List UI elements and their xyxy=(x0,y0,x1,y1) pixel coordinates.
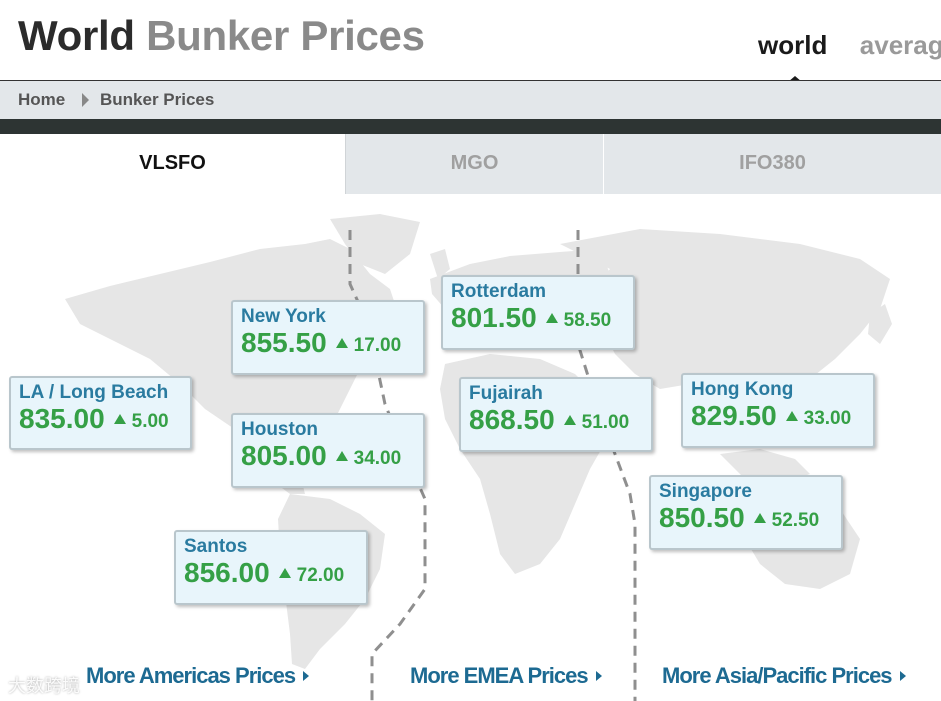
link-label: More EMEA Prices xyxy=(410,663,589,688)
more-americas-prices-link[interactable]: More Americas Prices xyxy=(86,663,310,689)
triangle-up-icon xyxy=(335,451,348,461)
price-card-new-york[interactable]: New York 855.50 17.00 xyxy=(231,300,425,375)
price-card-santos[interactable]: Santos 856.00 72.00 xyxy=(174,530,368,605)
price-change: 17.00 xyxy=(353,335,402,356)
nav-world[interactable]: world xyxy=(758,30,828,82)
port-price: 829.50 xyxy=(691,400,777,431)
world-map-area xyxy=(0,194,941,701)
price-change: 52.50 xyxy=(771,510,820,531)
triangle-right-icon xyxy=(303,671,310,681)
page-title-world: World xyxy=(18,12,135,59)
world-map xyxy=(65,214,892,701)
port-price: 850.50 xyxy=(659,502,745,533)
watermark: 大数跨境 xyxy=(8,672,80,698)
header-divider xyxy=(0,80,941,81)
port-name: Santos xyxy=(184,536,248,557)
port-price: 868.50 xyxy=(469,404,555,435)
tab-mgo[interactable]: MGO xyxy=(345,134,603,194)
triangle-up-icon xyxy=(278,568,291,578)
triangle-up-icon xyxy=(335,338,348,348)
price-change: 58.50 xyxy=(563,310,612,331)
watermark-text: 大数跨境 xyxy=(8,676,80,696)
price-change: 72.00 xyxy=(296,565,345,586)
price-change: 5.00 xyxy=(131,411,169,432)
nav-average[interactable]: averag xyxy=(859,30,941,60)
chevron-right-icon xyxy=(82,93,89,107)
port-price: 855.50 xyxy=(241,327,327,358)
port-name: Singapore xyxy=(659,481,752,502)
breadcrumb: Home Bunker Prices xyxy=(0,81,941,119)
price-card-la-long-beach[interactable]: LA / Long Beach 835.00 5.00 xyxy=(9,376,192,450)
more-asia-pacific-prices-link[interactable]: More Asia/Pacific Prices xyxy=(662,663,906,689)
triangle-up-icon xyxy=(785,411,798,421)
port-price: 856.00 xyxy=(184,557,270,588)
triangle-up-icon xyxy=(563,415,576,425)
price-change: 33.00 xyxy=(803,408,852,429)
port-name: Hong Kong xyxy=(691,379,794,400)
page-title: World Bunker Prices xyxy=(18,12,425,60)
more-emea-prices-link[interactable]: More EMEA Prices xyxy=(410,663,602,689)
price-card-fujairah[interactable]: Fujairah 868.50 51.00 xyxy=(459,377,653,452)
port-name: LA / Long Beach xyxy=(19,382,169,403)
page-title-bunker-prices: Bunker Prices xyxy=(146,12,425,59)
breadcrumb-home[interactable]: Home xyxy=(18,90,66,109)
site-header: World Bunker Prices world averag xyxy=(0,0,941,82)
price-change: 51.00 xyxy=(581,412,630,433)
price-card-hong-kong[interactable]: Hong Kong 829.50 33.00 xyxy=(681,373,875,448)
port-name: Rotterdam xyxy=(451,281,547,302)
triangle-up-icon xyxy=(545,313,558,323)
port-price: 805.00 xyxy=(241,440,327,471)
port-name: New York xyxy=(241,306,326,327)
tab-ifo380[interactable]: IFO380 xyxy=(603,134,941,194)
port-price: 801.50 xyxy=(451,302,537,333)
tab-vlsfo[interactable]: VLSFO xyxy=(0,134,345,194)
triangle-right-icon xyxy=(899,671,906,681)
price-card-houston[interactable]: Houston 805.00 34.00 xyxy=(231,413,425,488)
triangle-right-icon xyxy=(595,671,602,681)
port-price: 835.00 xyxy=(19,403,105,434)
port-name: Houston xyxy=(241,419,319,440)
link-label: More Asia/Pacific Prices xyxy=(662,663,893,688)
dark-band xyxy=(0,119,941,134)
price-card-rotterdam[interactable]: Rotterdam 801.50 58.50 xyxy=(441,275,635,350)
link-label: More Americas Prices xyxy=(86,663,296,688)
top-nav: world averag xyxy=(758,30,941,82)
breadcrumb-current: Bunker Prices xyxy=(100,90,215,109)
port-name: Fujairah xyxy=(469,383,543,404)
price-change: 34.00 xyxy=(353,448,402,469)
triangle-up-icon xyxy=(113,414,126,424)
triangle-up-icon xyxy=(753,513,766,523)
fuel-tabs: VLSFO MGO IFO380 xyxy=(0,134,941,194)
price-card-singapore[interactable]: Singapore 850.50 52.50 xyxy=(649,475,843,550)
